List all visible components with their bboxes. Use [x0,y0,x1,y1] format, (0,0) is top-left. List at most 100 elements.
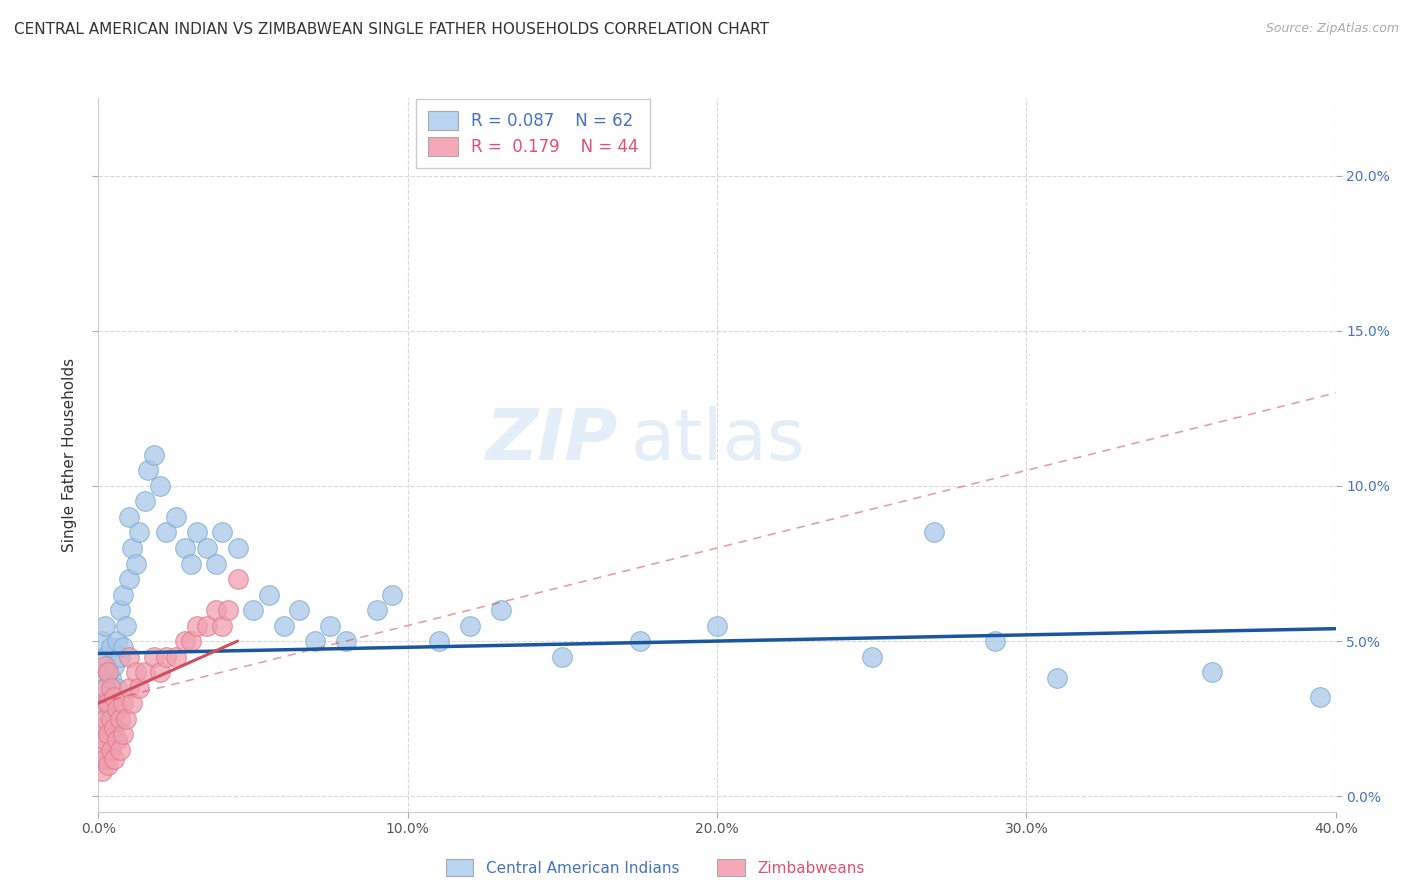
Point [118,681,141,695]
Point [93,649,115,664]
Point [149,665,172,679]
Point [97,727,120,741]
Point [93,618,115,632]
Point [628,634,651,648]
Point [706,618,728,632]
Point [205,603,228,617]
Point [226,572,249,586]
Point [242,603,264,617]
Point [100,671,122,685]
Point [100,640,122,655]
Point [93,681,115,695]
Point [124,665,146,679]
Point [304,634,326,648]
Point [93,659,115,673]
Point [90,665,112,679]
Point [100,681,122,695]
Point [90,764,112,779]
Point [143,448,166,462]
Legend: Central American Indians, Zimbabweans: Central American Indians, Zimbabweans [440,853,870,882]
Y-axis label: Single Father Households: Single Father Households [62,358,77,552]
Point [103,690,125,704]
Point [551,649,574,664]
Point [288,603,311,617]
Point [112,588,135,602]
Point [93,752,115,766]
Point [112,640,135,655]
Point [143,649,166,664]
Point [108,603,131,617]
Point [118,510,141,524]
Point [335,634,357,648]
Point [273,618,295,632]
Point [108,742,131,756]
Point [180,557,202,571]
Text: atlas: atlas [630,406,804,475]
Text: Source: ZipAtlas.com: Source: ZipAtlas.com [1265,22,1399,36]
Point [211,525,233,540]
Point [226,541,249,555]
Point [103,752,125,766]
Point [93,681,115,695]
Point [121,541,143,555]
Point [100,712,122,726]
Point [97,696,120,710]
Point [155,649,177,664]
Point [90,696,112,710]
Point [149,479,172,493]
Point [105,681,128,695]
Point [257,588,280,602]
Point [103,721,125,735]
Point [489,603,512,617]
Point [118,649,141,664]
Point [90,742,112,756]
Point [97,758,120,772]
Point [103,721,125,735]
Point [366,603,388,617]
Point [121,696,143,710]
Point [134,494,156,508]
Point [174,541,197,555]
Point [922,525,945,540]
Point [93,712,115,726]
Point [134,665,156,679]
Point [381,588,404,602]
Point [128,525,150,540]
Point [105,702,128,716]
Point [136,463,159,477]
Point [165,649,187,664]
Point [90,634,112,648]
Point [217,603,239,617]
Point [186,618,208,632]
Point [1046,671,1069,685]
Point [186,525,208,540]
Point [1201,665,1223,679]
Point [128,681,150,695]
Point [115,712,138,726]
Point [93,712,115,726]
Point [112,696,135,710]
Point [90,696,112,710]
Point [427,634,450,648]
Text: CENTRAL AMERICAN INDIAN VS ZIMBABWEAN SINGLE FATHER HOUSEHOLDS CORRELATION CHART: CENTRAL AMERICAN INDIAN VS ZIMBABWEAN SI… [14,22,769,37]
Point [195,541,218,555]
Point [860,649,883,664]
Point [124,557,146,571]
Text: ZIP: ZIP [486,406,619,475]
Point [118,572,141,586]
Point [105,733,128,747]
Point [97,665,120,679]
Point [180,634,202,648]
Point [195,618,218,632]
Point [97,727,120,741]
Point [1309,690,1331,704]
Point [97,696,120,710]
Point [458,618,481,632]
Point [108,649,131,664]
Point [174,634,197,648]
Point [211,618,233,632]
Point [984,634,1007,648]
Point [103,690,125,704]
Point [165,510,187,524]
Point [115,618,138,632]
